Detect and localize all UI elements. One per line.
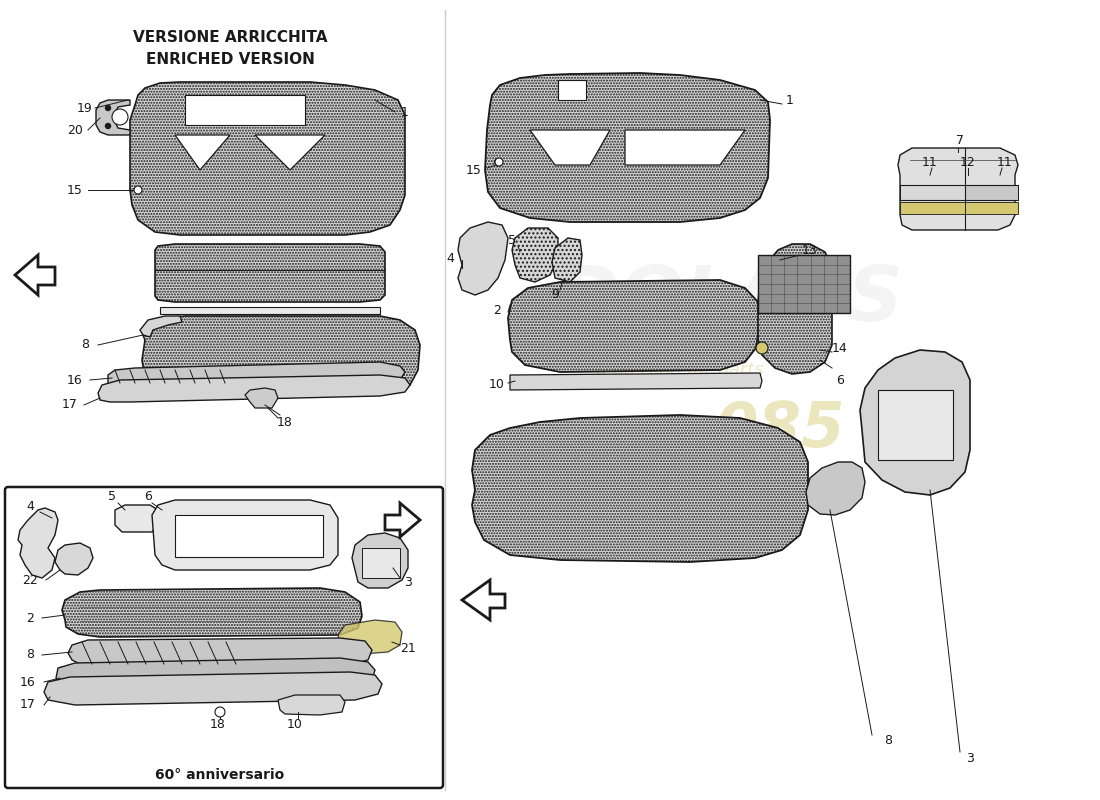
Bar: [965, 185, 1018, 200]
Polygon shape: [462, 580, 505, 620]
Polygon shape: [140, 316, 182, 337]
Bar: [185, 95, 305, 125]
Circle shape: [214, 707, 225, 717]
Text: 2: 2: [493, 303, 500, 317]
Text: 8: 8: [81, 338, 89, 351]
Polygon shape: [98, 375, 410, 402]
Text: 17: 17: [62, 398, 78, 411]
Text: 6: 6: [144, 490, 152, 503]
Polygon shape: [352, 533, 408, 588]
Polygon shape: [385, 503, 420, 537]
Text: 18: 18: [210, 718, 225, 731]
Bar: [965, 202, 1018, 214]
Text: 5: 5: [508, 234, 516, 246]
Polygon shape: [472, 415, 808, 562]
Circle shape: [106, 123, 110, 129]
Bar: [362, 548, 400, 578]
Polygon shape: [510, 373, 762, 390]
Polygon shape: [160, 307, 380, 314]
Text: 14: 14: [832, 342, 848, 354]
Text: 1: 1: [786, 94, 794, 106]
Text: 12: 12: [960, 155, 976, 169]
Text: 19: 19: [77, 102, 92, 114]
Polygon shape: [458, 222, 508, 295]
Text: 3: 3: [404, 575, 411, 589]
Polygon shape: [55, 543, 94, 575]
Text: 17: 17: [20, 698, 36, 711]
Text: 11: 11: [922, 155, 938, 169]
Polygon shape: [552, 238, 582, 282]
Text: 6: 6: [836, 374, 844, 386]
Text: 21: 21: [400, 642, 416, 654]
Polygon shape: [806, 462, 865, 515]
Polygon shape: [758, 244, 832, 374]
Polygon shape: [108, 362, 405, 392]
Text: 18: 18: [277, 415, 293, 429]
Polygon shape: [338, 620, 402, 654]
Text: 085: 085: [715, 400, 845, 460]
Circle shape: [134, 186, 142, 194]
Text: 22: 22: [22, 574, 37, 586]
Polygon shape: [130, 82, 405, 235]
Text: 16: 16: [20, 675, 36, 689]
Text: DOLAPS: DOLAPS: [557, 263, 903, 337]
Text: ENRICHED VERSION: ENRICHED VERSION: [145, 53, 315, 67]
Text: a passion for parts: a passion for parts: [596, 361, 763, 379]
Text: 15: 15: [67, 183, 82, 197]
Polygon shape: [485, 73, 770, 222]
Text: 16: 16: [67, 374, 82, 386]
Bar: [175, 515, 323, 557]
Polygon shape: [898, 148, 1018, 230]
Text: VERSIONE ARRICCHITA: VERSIONE ARRICCHITA: [133, 30, 328, 46]
Polygon shape: [860, 350, 970, 495]
Polygon shape: [62, 588, 362, 637]
Polygon shape: [152, 500, 338, 570]
Text: 9: 9: [551, 289, 559, 302]
Polygon shape: [155, 244, 385, 302]
Text: 1: 1: [402, 106, 409, 118]
Polygon shape: [96, 100, 130, 135]
Polygon shape: [116, 505, 158, 532]
Bar: [758, 255, 850, 313]
Polygon shape: [530, 130, 610, 165]
Polygon shape: [245, 388, 278, 408]
Text: 60° anniversario: 60° anniversario: [155, 768, 285, 782]
Polygon shape: [15, 255, 55, 295]
Polygon shape: [44, 672, 382, 705]
Text: 5: 5: [108, 490, 115, 503]
Text: 10: 10: [287, 718, 303, 731]
Polygon shape: [512, 228, 558, 282]
FancyBboxPatch shape: [6, 487, 443, 788]
Text: 10: 10: [490, 378, 505, 391]
Circle shape: [106, 106, 110, 110]
Text: 13: 13: [802, 243, 818, 257]
Polygon shape: [142, 316, 420, 395]
Text: 4: 4: [26, 501, 34, 514]
Text: 15: 15: [466, 163, 482, 177]
Polygon shape: [18, 508, 58, 578]
Polygon shape: [278, 695, 345, 715]
Bar: [900, 202, 965, 214]
Polygon shape: [508, 280, 760, 372]
Circle shape: [495, 158, 502, 166]
Circle shape: [756, 342, 768, 354]
Bar: [878, 390, 953, 460]
Circle shape: [112, 109, 128, 125]
Polygon shape: [255, 135, 324, 170]
Polygon shape: [175, 135, 230, 170]
Bar: [558, 80, 586, 100]
Circle shape: [495, 158, 503, 166]
Text: 11: 11: [997, 155, 1013, 169]
Text: 2: 2: [26, 611, 34, 625]
Polygon shape: [68, 638, 372, 668]
Text: 4: 4: [447, 251, 454, 265]
Text: 3: 3: [966, 751, 974, 765]
Text: 8: 8: [884, 734, 892, 746]
Polygon shape: [56, 658, 375, 690]
Text: 7: 7: [956, 134, 964, 146]
Text: 8: 8: [26, 649, 34, 662]
Text: 20: 20: [67, 123, 82, 137]
Polygon shape: [625, 130, 745, 165]
Bar: [900, 185, 965, 200]
